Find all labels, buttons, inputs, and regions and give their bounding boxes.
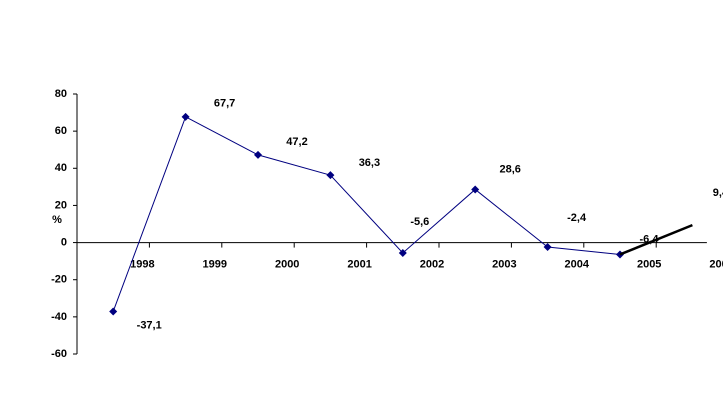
data-point xyxy=(398,248,407,257)
data-point xyxy=(109,307,118,316)
x-tick-label: 1999 xyxy=(203,258,227,270)
x-tick-label: 2004 xyxy=(565,258,590,270)
x-tick-label: 2000 xyxy=(275,258,299,270)
y-tick-label: -20 xyxy=(51,274,67,286)
y-tick-label: 0 xyxy=(61,236,67,248)
trend-line xyxy=(619,223,693,256)
data-point xyxy=(254,150,262,159)
data-label: 47,2 xyxy=(286,136,307,148)
y-tick-label: 40 xyxy=(55,162,67,174)
x-tick-label: 2003 xyxy=(492,258,516,270)
data-label: -37,1 xyxy=(137,319,162,331)
data-point xyxy=(543,243,552,252)
data-label: 28,6 xyxy=(499,163,520,175)
data-label: 36,3 xyxy=(359,157,380,169)
x-tick-label: 2002 xyxy=(420,258,444,270)
data-label: -5,6 xyxy=(410,216,429,228)
data-label: -2,4 xyxy=(567,212,587,224)
data-label: 9,40% xyxy=(713,187,723,199)
data-point xyxy=(471,185,480,194)
x-tick-label: 2001 xyxy=(347,258,371,270)
data-label: -6,4 xyxy=(640,233,660,245)
data-line xyxy=(112,116,621,312)
data-label: 67,7 xyxy=(214,98,235,110)
y-tick-label: -40 xyxy=(51,311,67,323)
x-tick-label: 2005 xyxy=(637,258,661,270)
x-tick-label: 1998 xyxy=(130,258,154,270)
y-tick-label: 80 xyxy=(55,88,67,100)
y-axis-label: % xyxy=(52,214,62,226)
x-tick-label: 2006 xyxy=(709,258,723,270)
data-point xyxy=(181,112,190,121)
y-tick-label: 60 xyxy=(55,125,67,137)
y-tick-label: -60 xyxy=(51,348,67,360)
data-point xyxy=(326,171,335,180)
y-tick-label: 20 xyxy=(55,199,67,211)
